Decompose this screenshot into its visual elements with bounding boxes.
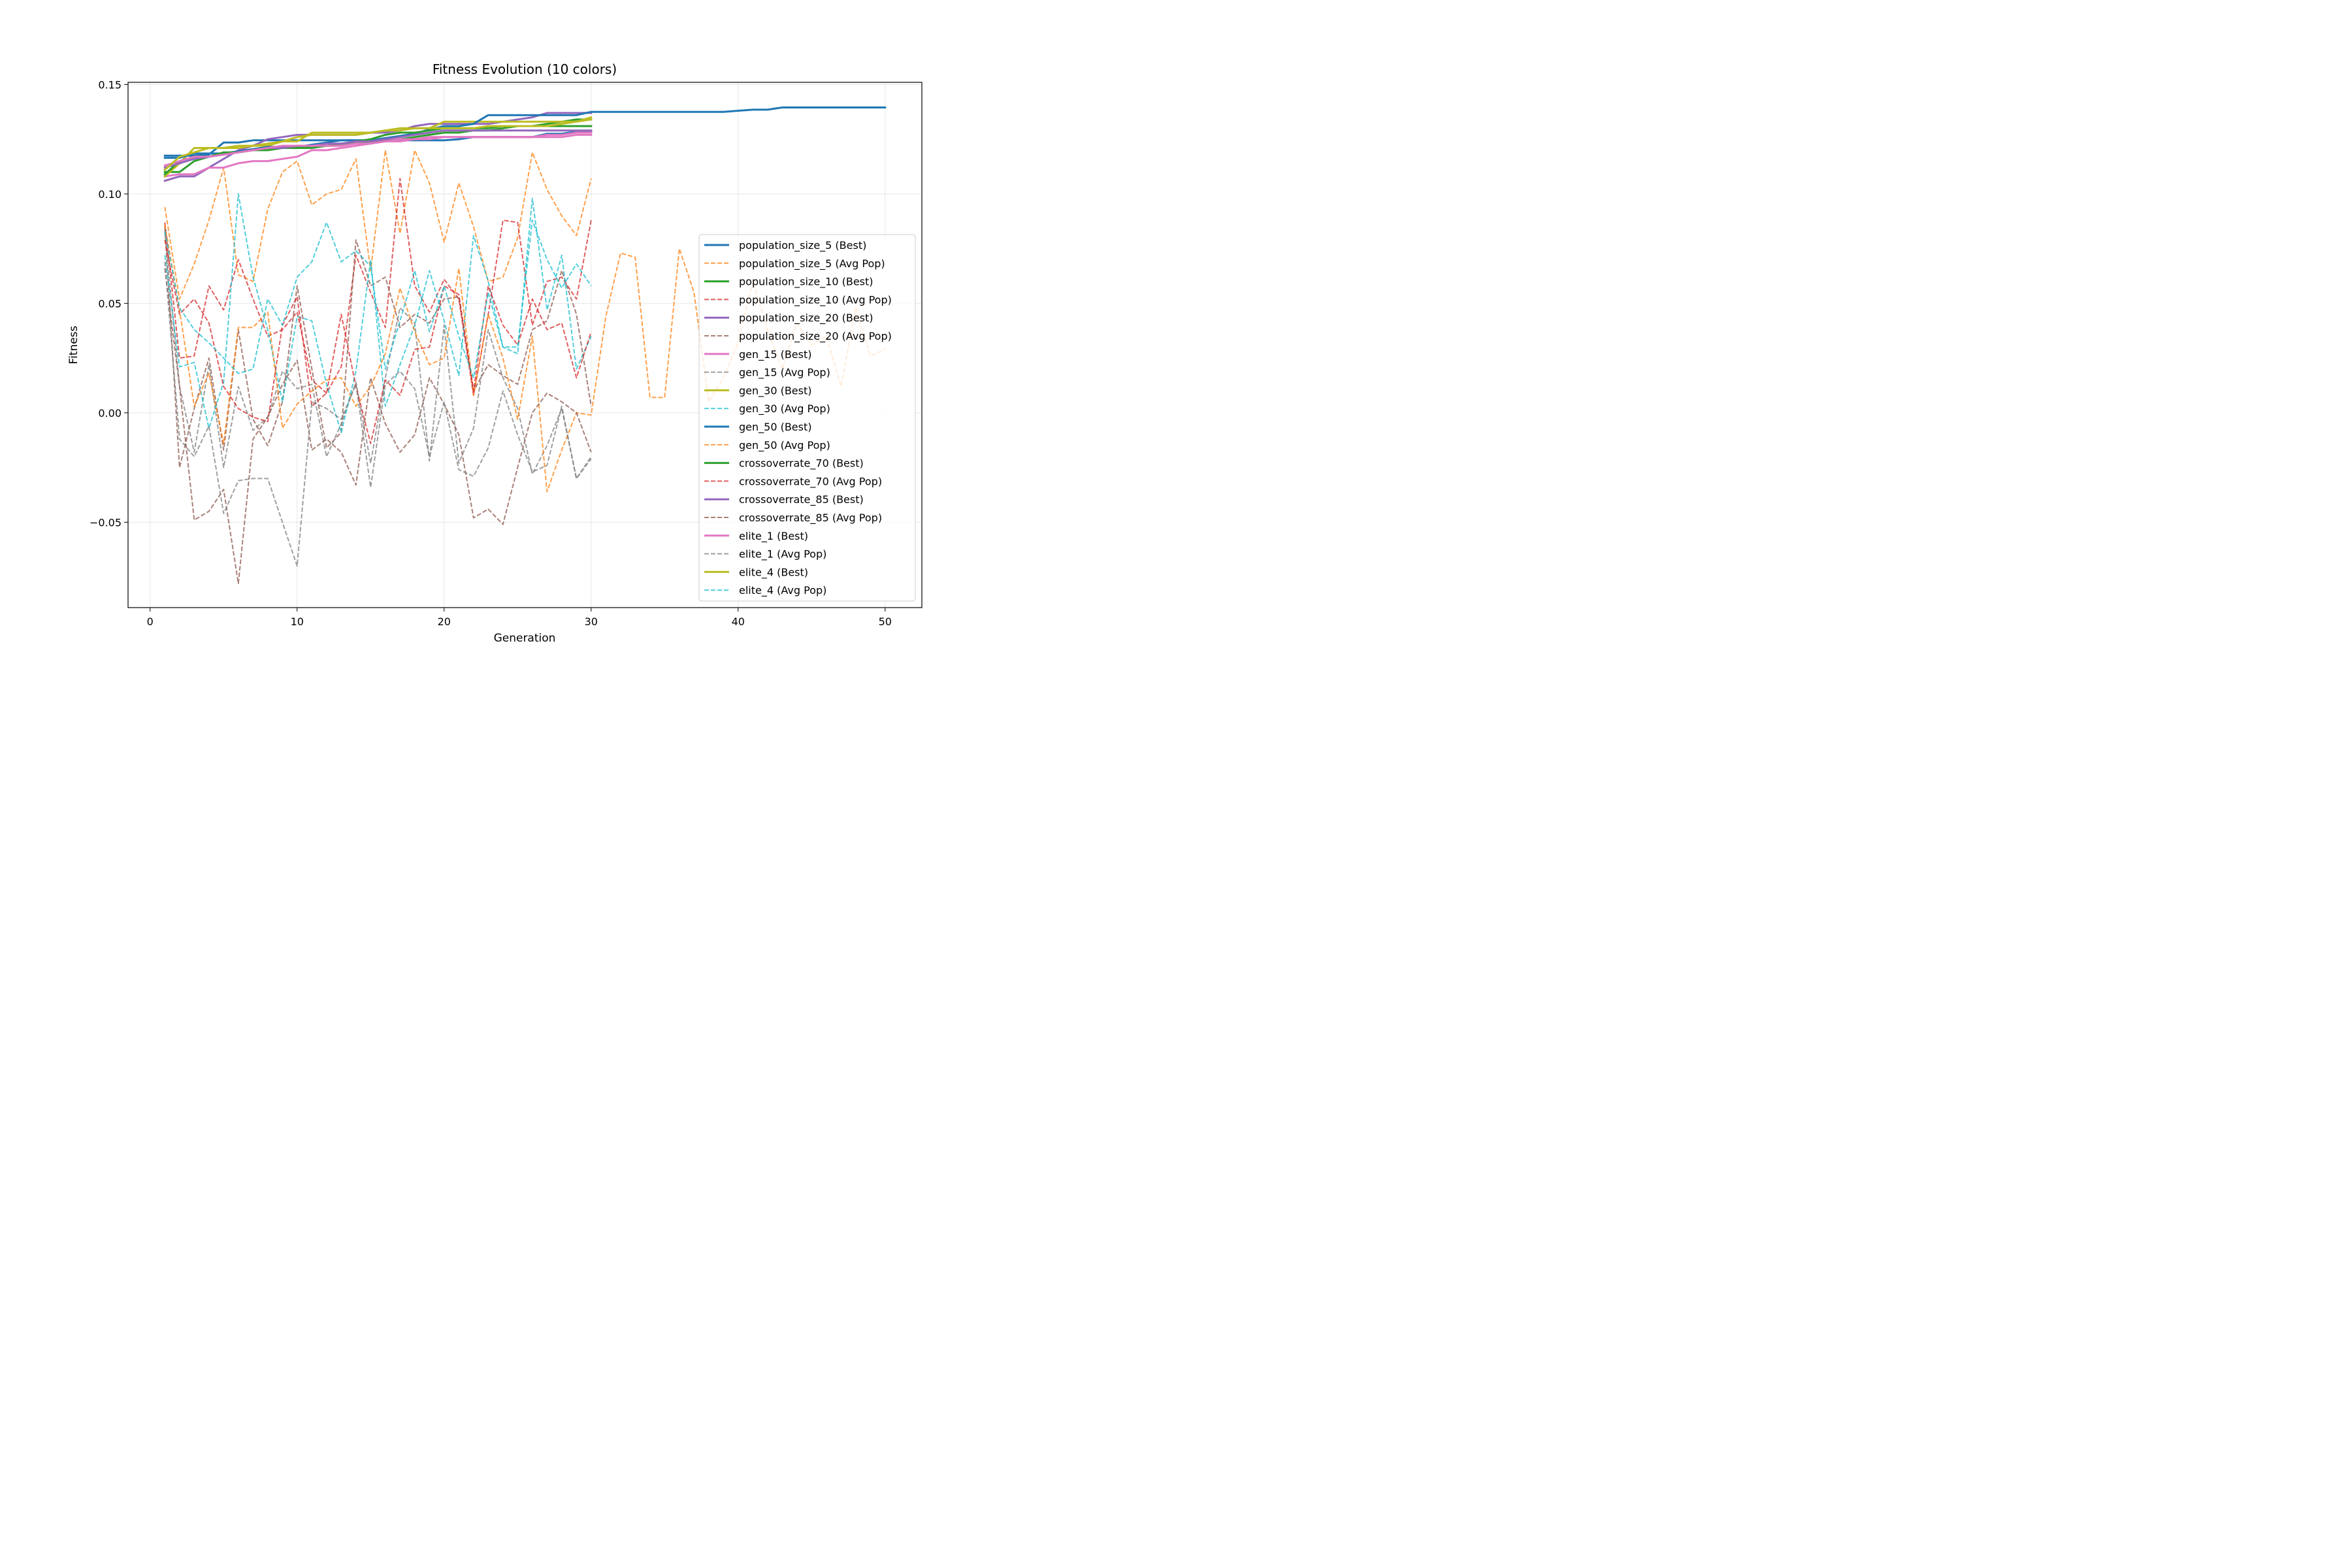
legend-label-13: crossoverrate_70 (Avg Pop) — [739, 475, 882, 488]
legend-label-12: crossoverrate_70 (Best) — [739, 457, 864, 470]
legend-label-16: elite_1 (Best) — [739, 530, 808, 543]
x-tick-label: 40 — [732, 615, 745, 628]
x-tick-label: 50 — [879, 615, 892, 628]
y-axis-label: Fitness — [67, 325, 80, 364]
fitness-chart: Fitness Evolution (10 colors) 0 10 20 30 40 5… — [0, 0, 1009, 673]
legend-label-0: population_size_5 (Best) — [739, 239, 866, 252]
x-tick-label: 30 — [585, 615, 598, 628]
series-line-15 — [164, 268, 592, 585]
legend-label-8: gen_30 (Best) — [739, 384, 812, 397]
legend-label-3: population_size_10 (Avg Pop) — [739, 293, 892, 306]
legend-label-4: population_size_20 (Best) — [739, 312, 874, 325]
x-tick-label: 10 — [291, 615, 304, 628]
series-line-5 — [164, 227, 592, 468]
legend-label-14: crossoverrate_85 (Best) — [739, 493, 864, 506]
legend-label-19: elite_4 (Avg Pop) — [739, 584, 826, 597]
series-line-17 — [164, 261, 592, 567]
series-line-9 — [164, 193, 592, 433]
legend-label-15: crossoverrate_85 (Avg Pop) — [739, 512, 882, 525]
series-line-3 — [164, 178, 592, 396]
series-line-7 — [164, 231, 592, 480]
legend-label-10: gen_50 (Best) — [739, 421, 812, 434]
legend-label-2: population_size_10 (Best) — [739, 276, 874, 289]
legend-label-6: gen_15 (Best) — [739, 348, 812, 361]
y-tick-label: 0.00 — [98, 407, 122, 419]
x-axis: 0 10 20 30 40 50 — [147, 608, 892, 628]
y-tick-label: 0.10 — [98, 188, 122, 201]
legend-label-17: elite_1 (Avg Pop) — [739, 548, 826, 561]
x-axis-label: Generation — [494, 632, 556, 645]
series-line-13 — [164, 240, 592, 444]
series-line-1 — [164, 149, 592, 300]
chart-title: Fitness Evolution (10 colors) — [433, 61, 617, 77]
legend: population_size_5 (Best) population_size_… — [698, 234, 916, 602]
legend-box — [698, 234, 916, 602]
legend-label-1: population_size_5 (Avg Pop) — [739, 257, 885, 270]
y-tick-label: −0.05 — [90, 516, 122, 529]
legend-items: population_size_5 (Best) population_size_… — [704, 239, 892, 597]
y-axis: −0.05 0.00 0.05 0.10 0.15 — [90, 78, 128, 529]
x-tick-label: 0 — [147, 615, 154, 628]
legend-label-9: gen_30 (Avg Pop) — [739, 402, 830, 416]
legend-label-18: elite_4 (Best) — [739, 566, 808, 579]
series-line-18 — [163, 118, 593, 172]
plot-frame — [127, 82, 923, 608]
legend-label-5: population_size_20 (Avg Pop) — [739, 330, 892, 343]
legend-label-7: gen_15 (Avg Pop) — [739, 367, 830, 380]
series-line-19 — [164, 220, 592, 379]
y-tick-label: 0.05 — [98, 297, 122, 310]
y-tick-label: 0.15 — [98, 78, 122, 91]
legend-label-11: gen_50 (Avg Pop) — [739, 439, 830, 452]
series-line-16 — [163, 131, 593, 167]
x-tick-label: 20 — [438, 615, 451, 628]
